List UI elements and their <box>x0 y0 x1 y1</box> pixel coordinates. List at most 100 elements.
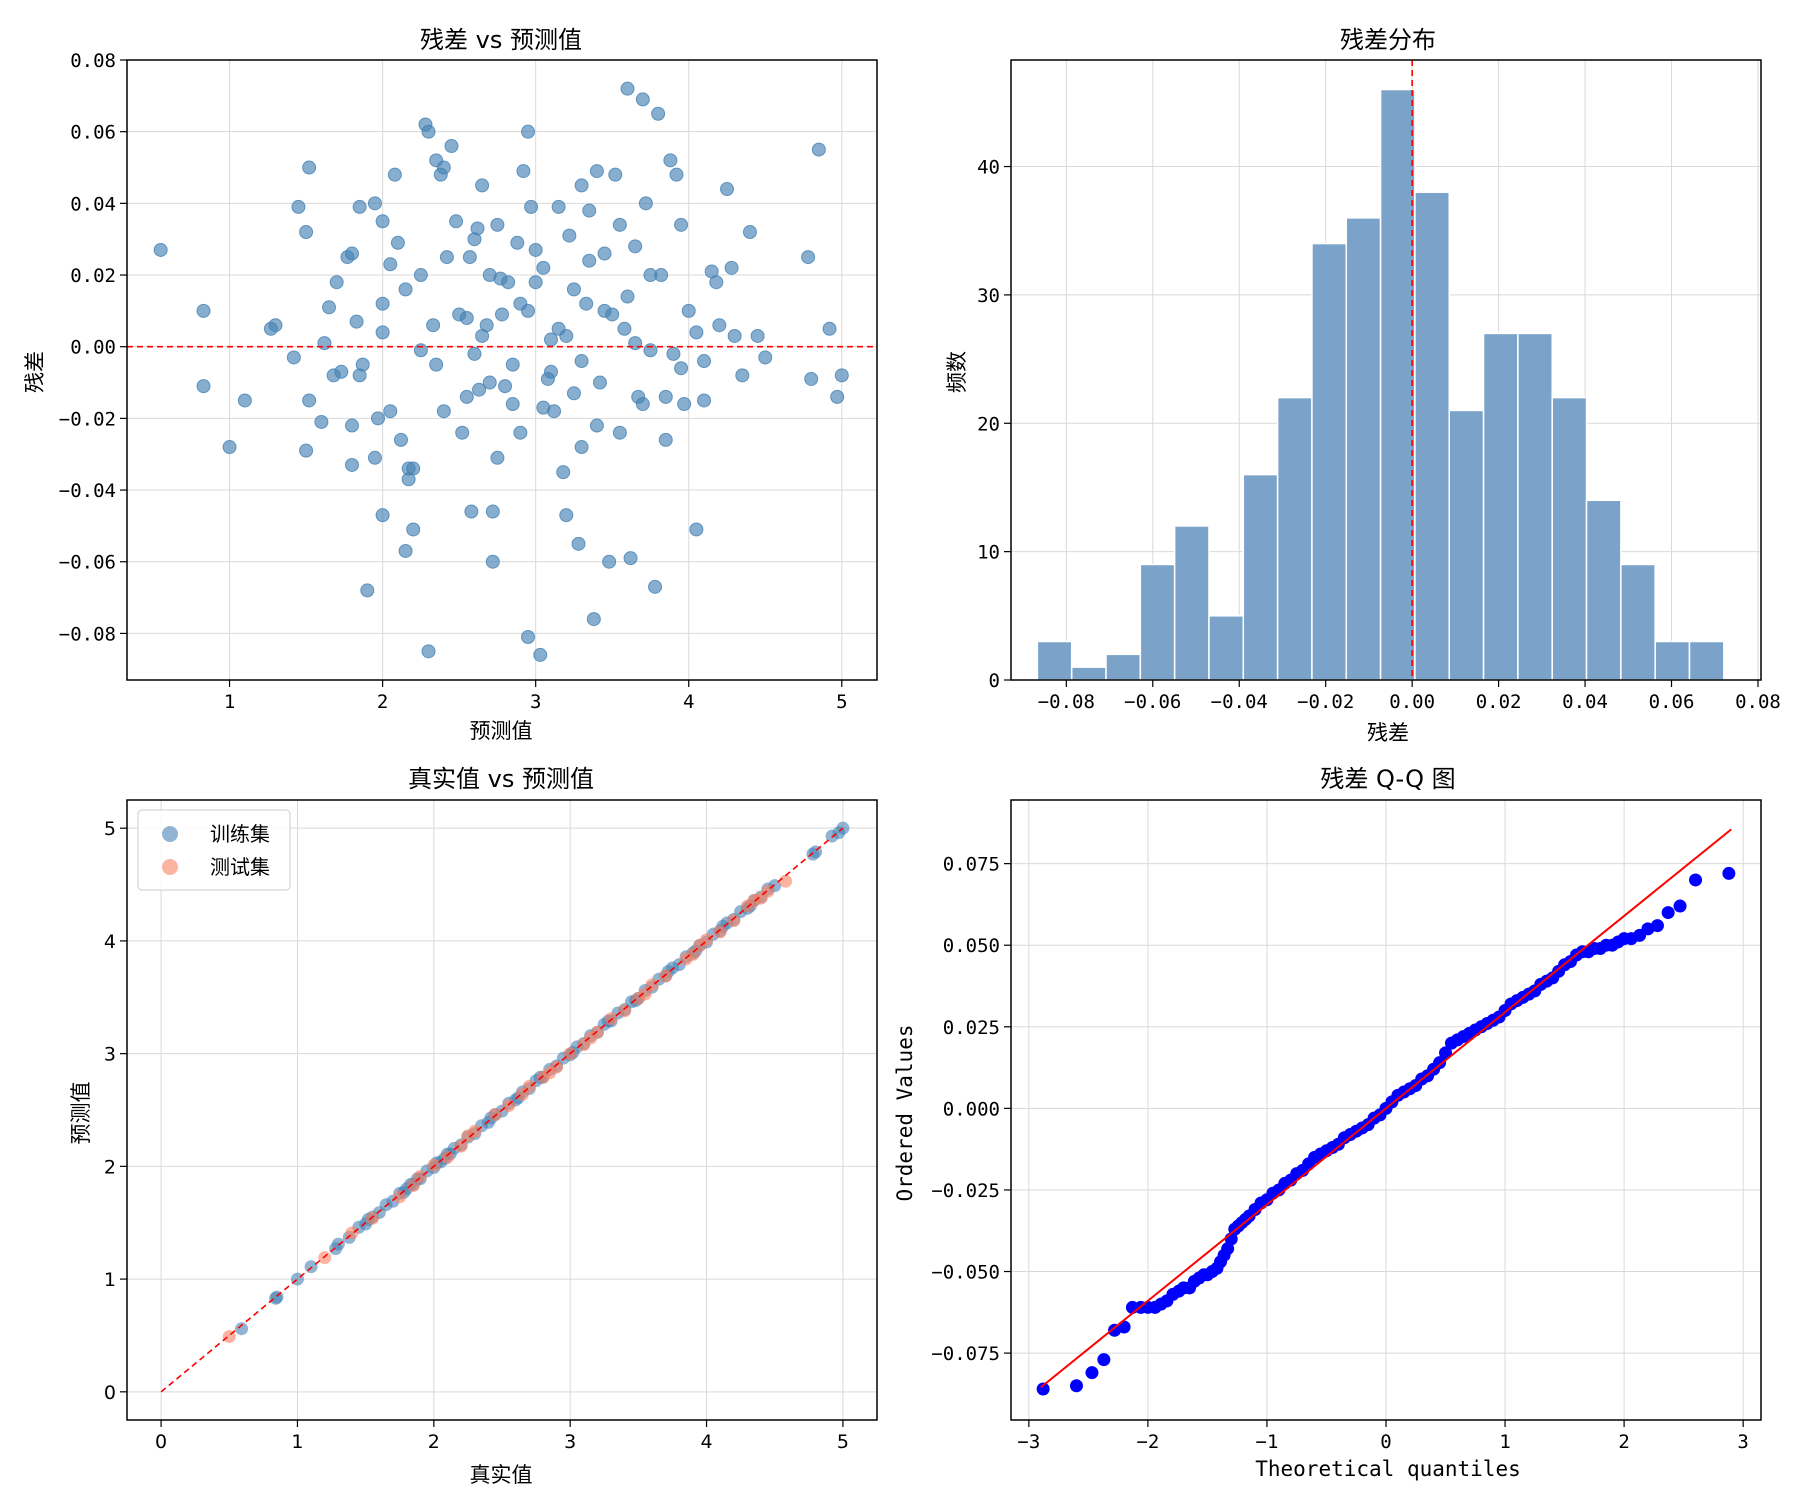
data-point <box>375 325 390 340</box>
data-point <box>666 346 681 361</box>
data-point <box>510 235 525 250</box>
y-tick-label: 0.075 <box>943 854 1000 876</box>
data-point <box>620 289 635 304</box>
data-point <box>521 629 536 644</box>
y-tick-label: −0.02 <box>59 408 116 430</box>
y-tick-label: 0 <box>104 1382 116 1404</box>
data-point <box>1650 919 1664 933</box>
y-axis-label: 预测值 <box>69 1082 93 1145</box>
y-tick-label: 0.025 <box>943 1017 1000 1039</box>
data-point <box>299 225 314 240</box>
x-tick-label: 2 <box>1618 1431 1629 1453</box>
data-point <box>628 336 643 351</box>
x-tick-label: −2 <box>1136 1431 1159 1453</box>
data-point <box>1085 1366 1099 1380</box>
identity-reference-line <box>160 827 844 1393</box>
y-tick-label: 20 <box>977 413 1000 435</box>
data-point <box>1661 906 1675 920</box>
x-axis-label: 真实值 <box>470 1463 533 1487</box>
data-point <box>299 443 314 458</box>
y-axis-label: Ordered Values <box>893 1024 917 1201</box>
data-point <box>648 579 663 594</box>
data-point <box>444 139 459 154</box>
data-point <box>638 987 652 1001</box>
y-tick-label: 4 <box>104 931 116 953</box>
histogram-bar <box>1379 88 1416 681</box>
data-point <box>709 275 724 290</box>
data-point <box>727 328 742 343</box>
data-point <box>439 250 454 265</box>
data-point <box>470 221 485 236</box>
data-point <box>436 160 451 175</box>
data-point <box>393 432 408 447</box>
data-point <box>352 199 367 214</box>
data-point <box>375 508 390 523</box>
data-point <box>597 303 612 318</box>
x-tick-label: 3 <box>530 691 541 713</box>
data-point <box>302 393 317 408</box>
data-point <box>398 282 413 297</box>
data-point <box>393 1190 407 1204</box>
data-point <box>635 397 650 412</box>
data-point <box>1673 899 1687 913</box>
histogram-bar <box>1276 396 1313 681</box>
data-point <box>268 318 283 333</box>
data-point <box>1097 1353 1111 1367</box>
y-tick-label: 5 <box>104 818 116 840</box>
data-point <box>304 1260 318 1274</box>
data-point <box>618 1004 632 1018</box>
data-point <box>659 969 673 983</box>
data-point <box>426 318 441 333</box>
data-point <box>566 386 581 401</box>
data-point <box>196 303 211 318</box>
y-tick-label: 0.06 <box>70 122 116 144</box>
x-tick-label: 4 <box>700 1431 712 1453</box>
data-point <box>436 404 451 419</box>
data-point <box>643 343 658 358</box>
data-point <box>597 246 612 261</box>
data-point <box>689 325 704 340</box>
y-tick-label: −0.04 <box>59 480 116 502</box>
data-point <box>482 375 497 390</box>
data-point <box>713 925 727 939</box>
data-point <box>513 425 528 440</box>
data-point <box>617 321 632 336</box>
data-point <box>367 450 382 465</box>
x-tick-label: 5 <box>837 1431 849 1453</box>
data-point <box>475 328 490 343</box>
data-point <box>502 1098 516 1112</box>
x-tick-label: 3 <box>564 1431 576 1453</box>
data-point <box>582 253 597 268</box>
plot-frame <box>126 799 878 1421</box>
y-tick-label: 3 <box>104 1044 116 1066</box>
y-tick-label: 0.04 <box>70 193 116 215</box>
data-point <box>779 874 793 888</box>
histogram-bar <box>1448 409 1485 681</box>
data-point <box>651 106 666 121</box>
data-point <box>574 178 589 193</box>
legend: 训练集 测试集 <box>137 809 291 891</box>
data-point <box>365 1211 379 1225</box>
x-tick-label: 3 <box>1737 1431 1748 1453</box>
histogram-bar <box>1242 473 1279 681</box>
data-point <box>501 275 516 290</box>
y-tick-label: 0.050 <box>943 935 1000 957</box>
plot-frame <box>1010 59 1762 681</box>
y-tick-label: 0.000 <box>943 1098 1000 1120</box>
data-point <box>571 536 586 551</box>
data-point <box>697 393 712 408</box>
data-point <box>498 379 513 394</box>
data-point <box>712 318 727 333</box>
histogram-bar <box>1036 640 1073 681</box>
data-point <box>658 389 673 404</box>
data-point <box>427 1158 441 1172</box>
data-point <box>562 228 577 243</box>
data-point <box>345 418 359 433</box>
data-point <box>566 282 581 297</box>
data-point <box>543 364 558 379</box>
data-point <box>589 418 604 433</box>
data-point <box>750 328 765 343</box>
data-point <box>559 508 574 523</box>
data-point <box>608 167 623 182</box>
y-tick-label: 10 <box>977 542 1000 564</box>
